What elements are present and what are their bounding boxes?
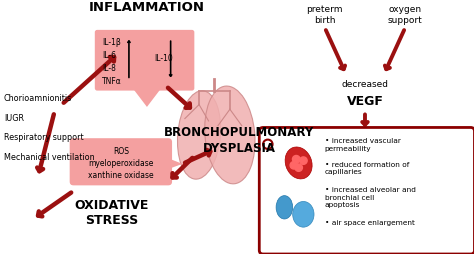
Ellipse shape bbox=[205, 87, 255, 184]
FancyBboxPatch shape bbox=[70, 139, 172, 186]
Text: OXIDATIVE
STRESS: OXIDATIVE STRESS bbox=[74, 198, 148, 226]
Ellipse shape bbox=[285, 147, 312, 179]
Text: myeloperoxidase: myeloperoxidase bbox=[88, 158, 154, 167]
Circle shape bbox=[290, 162, 298, 169]
Text: preterm
birth: preterm birth bbox=[306, 5, 343, 24]
Text: IUGR: IUGR bbox=[4, 113, 24, 122]
FancyBboxPatch shape bbox=[95, 31, 194, 91]
Circle shape bbox=[263, 140, 273, 149]
Text: • air space enlargement: • air space enlargement bbox=[325, 219, 415, 225]
Ellipse shape bbox=[276, 196, 293, 219]
Text: TNFα: TNFα bbox=[102, 77, 122, 86]
Text: • increased alveolar and
bronchial cell
apoptosis: • increased alveolar and bronchial cell … bbox=[325, 186, 416, 208]
Text: IL-6: IL-6 bbox=[102, 51, 116, 60]
Ellipse shape bbox=[177, 91, 221, 180]
Ellipse shape bbox=[293, 202, 314, 227]
Text: BRONCHOPULMONARY: BRONCHOPULMONARY bbox=[164, 126, 314, 139]
Polygon shape bbox=[168, 159, 182, 169]
Circle shape bbox=[300, 157, 307, 165]
Text: IL-1β: IL-1β bbox=[102, 38, 121, 47]
Text: DYSPLASIA: DYSPLASIA bbox=[203, 141, 276, 154]
Text: Chorioamnionitis: Chorioamnionitis bbox=[4, 94, 72, 103]
Polygon shape bbox=[133, 89, 161, 107]
Text: ROS: ROS bbox=[113, 146, 129, 155]
Text: INFLAMMATION: INFLAMMATION bbox=[89, 1, 205, 14]
Text: • reduced formation of
capillaries: • reduced formation of capillaries bbox=[325, 161, 409, 174]
Text: xanthine oxidase: xanthine oxidase bbox=[88, 170, 154, 179]
Circle shape bbox=[292, 156, 300, 163]
Text: IL-8: IL-8 bbox=[102, 64, 116, 73]
Text: oxygen
support: oxygen support bbox=[388, 5, 423, 24]
Text: • increased vascular
permeability: • increased vascular permeability bbox=[325, 138, 401, 151]
Text: Mechanical ventilation: Mechanical ventilation bbox=[4, 152, 94, 161]
Text: IL-10: IL-10 bbox=[154, 54, 173, 63]
Text: decreased: decreased bbox=[341, 80, 389, 89]
Text: VEGF: VEGF bbox=[346, 95, 383, 108]
Text: Respiratory support: Respiratory support bbox=[4, 133, 83, 142]
FancyBboxPatch shape bbox=[259, 128, 474, 254]
Circle shape bbox=[295, 164, 302, 172]
